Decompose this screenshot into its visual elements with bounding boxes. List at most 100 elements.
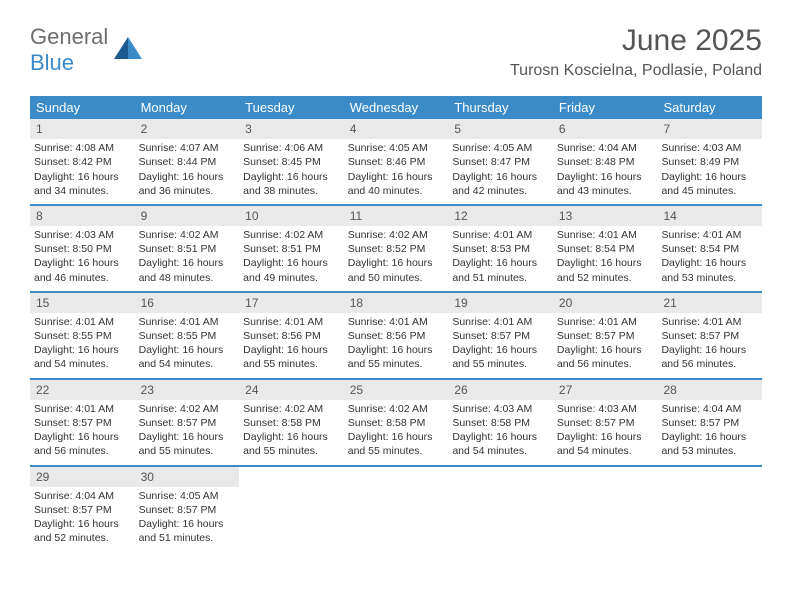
daylight-line: Daylight: 16 hours and 55 minutes. xyxy=(452,343,549,371)
daylight-line: Daylight: 16 hours and 54 minutes. xyxy=(557,430,654,458)
day-details: Sunrise: 4:01 AMSunset: 8:55 PMDaylight:… xyxy=(30,315,135,372)
sunrise-line: Sunrise: 4:01 AM xyxy=(661,228,758,242)
daylight-line: Daylight: 16 hours and 55 minutes. xyxy=(243,430,340,458)
calendar-day-cell: 15Sunrise: 4:01 AMSunset: 8:55 PMDayligh… xyxy=(30,293,135,378)
day-number: 15 xyxy=(30,293,135,313)
sunset-line: Sunset: 8:58 PM xyxy=(452,416,549,430)
daylight-line: Daylight: 16 hours and 55 minutes. xyxy=(139,430,236,458)
sunset-line: Sunset: 8:49 PM xyxy=(661,155,758,169)
day-details: Sunrise: 4:04 AMSunset: 8:57 PMDaylight:… xyxy=(657,402,762,459)
sunrise-line: Sunrise: 4:05 AM xyxy=(139,489,236,503)
sunset-line: Sunset: 8:57 PM xyxy=(452,329,549,343)
calendar-day-cell: 4Sunrise: 4:05 AMSunset: 8:46 PMDaylight… xyxy=(344,119,449,204)
sunrise-line: Sunrise: 4:04 AM xyxy=(34,489,131,503)
calendar-day-cell: 11Sunrise: 4:02 AMSunset: 8:52 PMDayligh… xyxy=(344,206,449,291)
calendar-day-cell xyxy=(239,467,344,552)
day-details: Sunrise: 4:02 AMSunset: 8:57 PMDaylight:… xyxy=(135,402,240,459)
daylight-line: Daylight: 16 hours and 54 minutes. xyxy=(139,343,236,371)
calendar-day-cell: 27Sunrise: 4:03 AMSunset: 8:57 PMDayligh… xyxy=(553,380,658,465)
calendar-week-row: 1Sunrise: 4:08 AMSunset: 8:42 PMDaylight… xyxy=(30,119,762,204)
calendar-day-cell: 12 Sunrise: 4:01 AMSunset: 8:53 PMDayligh… xyxy=(448,206,553,291)
calendar-day-cell: 17Sunrise: 4:01 AMSunset: 8:56 PMDayligh… xyxy=(239,293,344,378)
day-number: 17 xyxy=(239,293,344,313)
day-details: Sunrise: 4:04 AMSunset: 8:57 PMDaylight:… xyxy=(30,489,135,546)
sunset-line: Sunset: 8:52 PM xyxy=(348,242,445,256)
sunset-line: Sunset: 8:57 PM xyxy=(661,416,758,430)
sunrise-line: Sunrise: 4:03 AM xyxy=(452,402,549,416)
sunset-line: Sunset: 8:50 PM xyxy=(34,242,131,256)
sunset-line: Sunset: 8:46 PM xyxy=(348,155,445,169)
day-number: 4 xyxy=(344,119,449,139)
day-details: Sunrise: 4:02 AMSunset: 8:51 PMDaylight:… xyxy=(239,228,344,285)
day-details: Sunrise: 4:02 AMSunset: 8:58 PMDaylight:… xyxy=(239,402,344,459)
calendar-day-cell: 9Sunrise: 4:02 AMSunset: 8:51 PMDaylight… xyxy=(135,206,240,291)
sunset-line: Sunset: 8:58 PM xyxy=(243,416,340,430)
day-number: 14 xyxy=(657,206,762,226)
header: General Blue June 2025 Turosn Koscielna,… xyxy=(0,0,792,88)
sunrise-line: Sunrise: 4:02 AM xyxy=(139,228,236,242)
day-number: 8 xyxy=(30,206,135,226)
day-details: Sunrise: 4:01 AMSunset: 8:56 PMDaylight:… xyxy=(239,315,344,372)
sunrise-line: Sunrise: 4:02 AM xyxy=(243,228,340,242)
day-details: Sunrise: 4:01 AMSunset: 8:54 PMDaylight:… xyxy=(657,228,762,285)
calendar-day-cell xyxy=(553,467,658,552)
sunrise-line: Sunrise: 4:05 AM xyxy=(452,141,549,155)
sunrise-line: Sunrise: 4:01 AM xyxy=(243,315,340,329)
day-number: 6 xyxy=(553,119,658,139)
sunset-line: Sunset: 8:51 PM xyxy=(139,242,236,256)
sunset-line: Sunset: 8:53 PM xyxy=(452,242,549,256)
daylight-line: Daylight: 16 hours and 56 minutes. xyxy=(661,343,758,371)
daylight-line: Daylight: 16 hours and 52 minutes. xyxy=(557,256,654,284)
calendar-day-cell: 5Sunrise: 4:05 AMSunset: 8:47 PMDaylight… xyxy=(448,119,553,204)
sunrise-line: Sunrise: 4:04 AM xyxy=(557,141,654,155)
day-number: 23 xyxy=(135,380,240,400)
daylight-line: Daylight: 16 hours and 50 minutes. xyxy=(348,256,445,284)
calendar-day-cell: 16Sunrise: 4:01 AMSunset: 8:55 PMDayligh… xyxy=(135,293,240,378)
day-details: Sunrise: 4:02 AMSunset: 8:51 PMDaylight:… xyxy=(135,228,240,285)
sunrise-line: Sunrise: 4:01 AM xyxy=(34,315,131,329)
sunrise-line: Sunrise: 4:01 AM xyxy=(452,315,549,329)
sunset-line: Sunset: 8:55 PM xyxy=(139,329,236,343)
day-details: Sunrise: 4:07 AMSunset: 8:44 PMDaylight:… xyxy=(135,141,240,198)
sunset-line: Sunset: 8:42 PM xyxy=(34,155,131,169)
day-number: 5 xyxy=(448,119,553,139)
daylight-line: Daylight: 16 hours and 55 minutes. xyxy=(243,343,340,371)
sunset-line: Sunset: 8:45 PM xyxy=(243,155,340,169)
calendar-day-cell: 13Sunrise: 4:01 AMSunset: 8:54 PMDayligh… xyxy=(553,206,658,291)
sunrise-line: Sunrise: 4:01 AM xyxy=(557,228,654,242)
sunrise-line: Sunrise: 4:02 AM xyxy=(243,402,340,416)
calendar: SundayMondayTuesdayWednesdayThursdayFrid… xyxy=(30,96,762,551)
day-number: 27 xyxy=(553,380,658,400)
daylight-line: Daylight: 16 hours and 43 minutes. xyxy=(557,170,654,198)
sunset-line: Sunset: 8:56 PM xyxy=(348,329,445,343)
daylight-line: Daylight: 16 hours and 51 minutes. xyxy=(452,256,549,284)
day-details: Sunrise: 4:01 AMSunset: 8:57 PMDaylight:… xyxy=(657,315,762,372)
calendar-week-row: 22Sunrise: 4:01 AMSunset: 8:57 PMDayligh… xyxy=(30,378,762,465)
sunrise-line: Sunrise: 4:01 AM xyxy=(452,228,549,242)
calendar-day-cell: 14Sunrise: 4:01 AMSunset: 8:54 PMDayligh… xyxy=(657,206,762,291)
calendar-day-cell: 23Sunrise: 4:02 AMSunset: 8:57 PMDayligh… xyxy=(135,380,240,465)
day-number: 9 xyxy=(135,206,240,226)
day-number: 2 xyxy=(135,119,240,139)
calendar-day-cell: 22Sunrise: 4:01 AMSunset: 8:57 PMDayligh… xyxy=(30,380,135,465)
daylight-line: Daylight: 16 hours and 46 minutes. xyxy=(34,256,131,284)
calendar-day-cell: 19Sunrise: 4:01 AMSunset: 8:57 PMDayligh… xyxy=(448,293,553,378)
title-block: June 2025 Turosn Koscielna, Podlasie, Po… xyxy=(510,24,762,80)
day-number: 11 xyxy=(344,206,449,226)
day-details: Sunrise: 4:05 AMSunset: 8:46 PMDaylight:… xyxy=(344,141,449,198)
day-number: 28 xyxy=(657,380,762,400)
brand-word-2: Blue xyxy=(30,50,74,75)
daylight-line: Daylight: 16 hours and 53 minutes. xyxy=(661,430,758,458)
day-number: 10 xyxy=(239,206,344,226)
calendar-day-cell: 18Sunrise: 4:01 AMSunset: 8:56 PMDayligh… xyxy=(344,293,449,378)
sunrise-line: Sunrise: 4:04 AM xyxy=(661,402,758,416)
sunrise-line: Sunrise: 4:06 AM xyxy=(243,141,340,155)
day-number: 7 xyxy=(657,119,762,139)
brand-mark-icon xyxy=(114,37,142,64)
calendar-week-row: 29Sunrise: 4:04 AMSunset: 8:57 PMDayligh… xyxy=(30,465,762,552)
calendar-day-cell xyxy=(448,467,553,552)
calendar-body: 1Sunrise: 4:08 AMSunset: 8:42 PMDaylight… xyxy=(30,119,762,551)
calendar-day-cell: 1Sunrise: 4:08 AMSunset: 8:42 PMDaylight… xyxy=(30,119,135,204)
day-number: 12 xyxy=(448,206,553,226)
calendar-header-cell: Thursday xyxy=(448,96,553,119)
